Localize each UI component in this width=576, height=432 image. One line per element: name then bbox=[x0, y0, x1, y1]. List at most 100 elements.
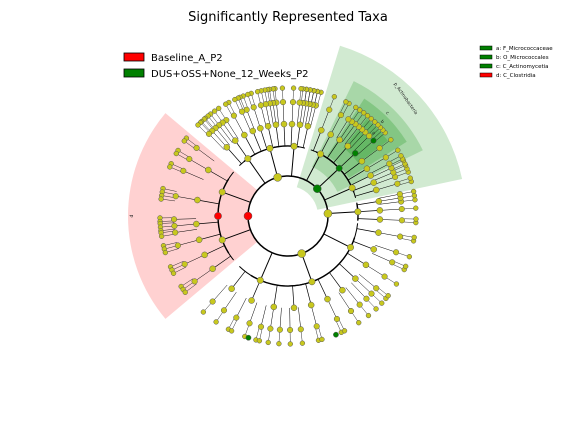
family-node bbox=[337, 111, 344, 119]
branch bbox=[175, 229, 198, 233]
genus-node bbox=[213, 319, 219, 325]
genus-node bbox=[410, 188, 417, 195]
branch bbox=[267, 126, 274, 148]
branch bbox=[177, 239, 200, 246]
order-node bbox=[375, 198, 383, 205]
family-node bbox=[370, 137, 377, 144]
group-legend: Baseline_A_P2 DUS+OSS+None_12_Weeks_P2 bbox=[123, 52, 309, 80]
clade-key-swatch-c bbox=[479, 63, 493, 69]
branch bbox=[310, 105, 317, 127]
phylum-node bbox=[297, 249, 306, 258]
branch bbox=[344, 160, 363, 175]
branch bbox=[321, 109, 330, 131]
legend-swatch-treatment bbox=[123, 68, 145, 78]
genus-node bbox=[216, 105, 222, 112]
sector-label-a: a bbox=[370, 131, 376, 137]
branch bbox=[350, 175, 371, 186]
branch bbox=[251, 280, 261, 301]
family-node bbox=[347, 307, 355, 315]
clade-key-label-a: a: F_Micrococcaceae bbox=[496, 46, 553, 52]
order-node bbox=[288, 120, 296, 128]
family-node bbox=[368, 290, 375, 297]
genus-node bbox=[298, 86, 304, 92]
branch bbox=[196, 147, 215, 162]
genus-node bbox=[357, 107, 363, 113]
branch bbox=[296, 124, 301, 147]
branch bbox=[379, 201, 402, 205]
genus-node bbox=[279, 85, 286, 91]
genus-node bbox=[158, 196, 164, 202]
branch bbox=[347, 252, 367, 266]
genus-node bbox=[406, 254, 413, 260]
order-node bbox=[376, 216, 384, 223]
genus-node bbox=[182, 289, 188, 295]
branch bbox=[365, 264, 385, 277]
branch bbox=[353, 182, 374, 191]
genus-node bbox=[319, 336, 325, 343]
branch bbox=[330, 114, 342, 135]
branch bbox=[333, 145, 349, 164]
figure-title: Significantly Represented Taxa bbox=[188, 10, 388, 25]
branch bbox=[222, 229, 251, 241]
branch bbox=[290, 124, 293, 147]
order-node bbox=[194, 196, 201, 204]
branch bbox=[259, 252, 273, 281]
branch bbox=[282, 102, 285, 125]
family-node bbox=[209, 298, 216, 305]
order-node bbox=[363, 165, 371, 172]
order-node bbox=[280, 120, 288, 128]
branch bbox=[320, 134, 332, 155]
order-node bbox=[201, 251, 208, 259]
genus-node bbox=[167, 164, 173, 170]
branch bbox=[351, 282, 367, 299]
order-node bbox=[307, 301, 315, 309]
genus-node bbox=[276, 341, 282, 347]
genus-node bbox=[341, 328, 348, 334]
branch bbox=[338, 292, 352, 312]
genus-node bbox=[245, 91, 251, 98]
family-node bbox=[396, 191, 403, 198]
family-node bbox=[205, 130, 213, 137]
family-node bbox=[276, 326, 283, 333]
genus-node bbox=[299, 340, 306, 346]
class-node bbox=[308, 278, 316, 286]
branch bbox=[357, 200, 379, 206]
family-node bbox=[363, 295, 370, 302]
branch bbox=[222, 122, 236, 141]
branch bbox=[297, 102, 300, 125]
branch bbox=[327, 298, 338, 320]
branch bbox=[316, 167, 340, 190]
family-node bbox=[373, 285, 380, 292]
branch bbox=[184, 254, 205, 265]
genus-node bbox=[395, 147, 401, 153]
branch bbox=[324, 187, 353, 201]
order-node bbox=[344, 142, 352, 150]
sector-label-c: c bbox=[384, 111, 390, 117]
order-node bbox=[362, 261, 370, 269]
family-node bbox=[233, 314, 240, 321]
branch bbox=[260, 128, 268, 150]
order-node bbox=[195, 236, 203, 244]
branch bbox=[305, 103, 310, 126]
branch bbox=[265, 104, 271, 126]
sector-clostridia bbox=[128, 113, 258, 319]
order-node bbox=[264, 122, 272, 130]
order-node bbox=[327, 131, 334, 138]
genus-node bbox=[379, 300, 385, 306]
branch bbox=[359, 274, 377, 289]
branch bbox=[317, 279, 328, 300]
branch bbox=[291, 102, 294, 125]
branch bbox=[353, 241, 374, 250]
branch bbox=[279, 307, 282, 330]
class-node bbox=[348, 184, 356, 192]
phylum-node bbox=[323, 209, 333, 218]
branch bbox=[246, 109, 255, 131]
branch bbox=[305, 283, 312, 306]
class-node bbox=[218, 188, 226, 196]
genus-node bbox=[181, 138, 187, 144]
genus-node bbox=[232, 96, 238, 103]
class-node bbox=[347, 243, 355, 251]
branch bbox=[356, 228, 379, 233]
branch bbox=[361, 147, 380, 162]
order-node bbox=[241, 131, 248, 139]
